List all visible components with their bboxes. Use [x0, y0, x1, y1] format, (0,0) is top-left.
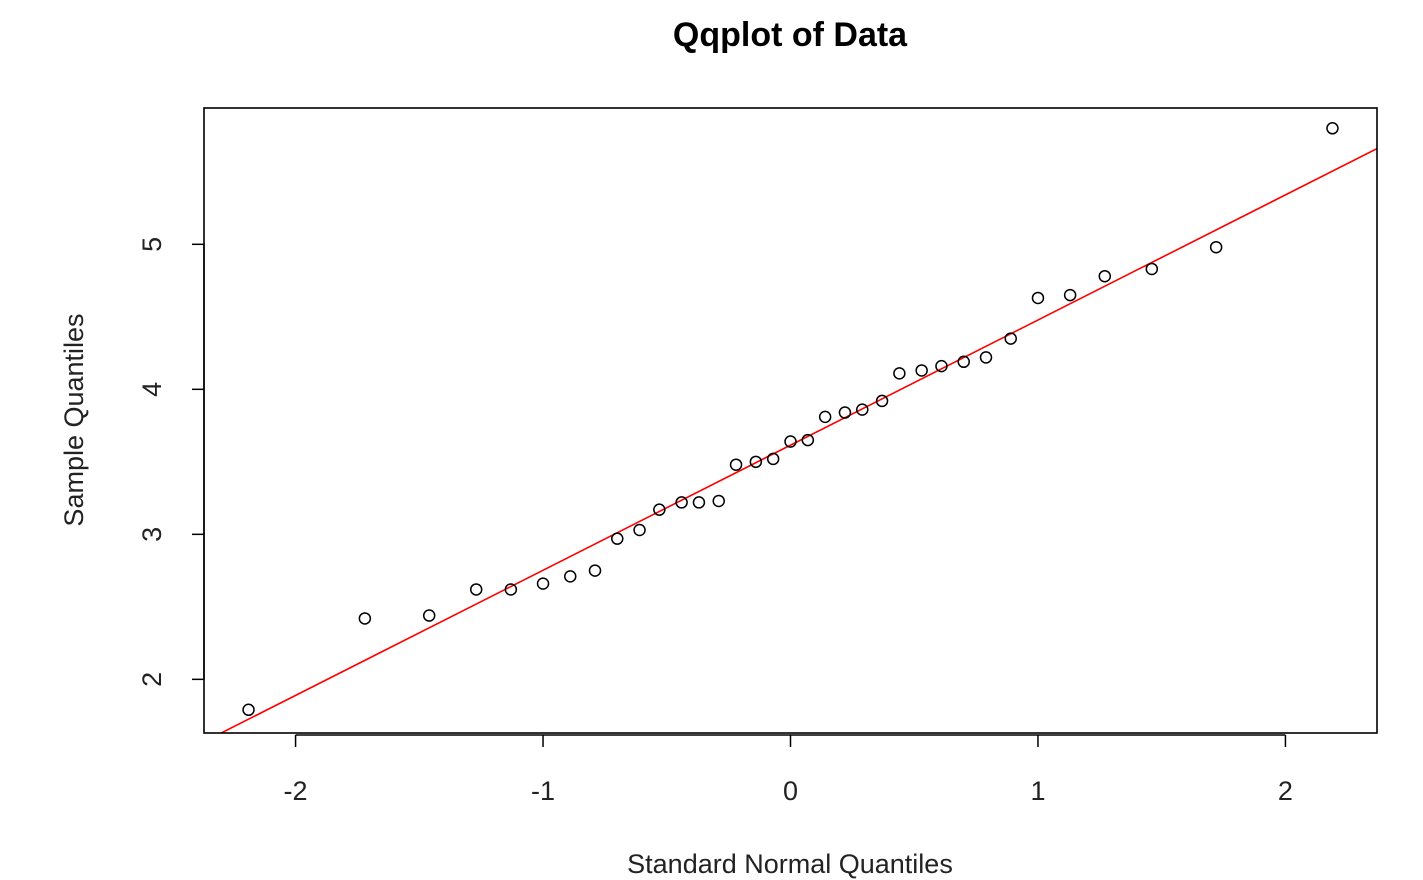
- x-tick-label: 1: [1030, 776, 1045, 806]
- data-point: [242, 703, 255, 717]
- x-tick-label: -2: [284, 776, 308, 806]
- reference-line: [219, 147, 1377, 733]
- data-point: [1098, 269, 1112, 283]
- chart-title: Qqplot of Data: [673, 16, 908, 54]
- data-point: [729, 458, 743, 471]
- y-axis-label: Sample Quantiles: [59, 313, 89, 526]
- data-point: [588, 564, 602, 577]
- data-point: [935, 359, 948, 373]
- data-point: [564, 570, 577, 583]
- data-point: [766, 452, 780, 466]
- x-tick-label: 0: [783, 776, 798, 806]
- y-tick-label: 4: [137, 382, 167, 397]
- data-point: [675, 496, 688, 509]
- data-point: [422, 609, 436, 622]
- data-point: [1326, 122, 1339, 135]
- data-point: [957, 355, 970, 369]
- data-point: [469, 583, 483, 596]
- data-point: [1063, 288, 1077, 302]
- plot-frame: [203, 107, 1378, 734]
- data-point: [875, 394, 889, 408]
- data-point: [611, 532, 624, 545]
- data-point: [784, 435, 797, 448]
- data-point: [749, 455, 763, 469]
- x-tick-label: 2: [1278, 776, 1293, 806]
- data-point: [653, 503, 666, 516]
- data-point: [1145, 262, 1159, 276]
- data-point: [915, 364, 928, 377]
- data-point: [979, 351, 993, 364]
- y-tick-label: 5: [137, 237, 167, 252]
- x-tick-label: -1: [531, 776, 555, 806]
- data-point: [1031, 291, 1045, 305]
- data-point: [1004, 332, 1017, 345]
- data-point: [818, 410, 832, 424]
- data-point: [856, 403, 869, 416]
- data-point: [504, 583, 518, 596]
- data-point: [358, 612, 372, 625]
- data-point: [633, 523, 646, 537]
- data-point: [712, 494, 725, 508]
- data-point: [893, 367, 906, 380]
- y-tick-label: 2: [137, 672, 167, 687]
- data-point: [838, 406, 852, 419]
- y-tick-label: 3: [137, 527, 167, 542]
- data-point: [692, 496, 706, 509]
- data-point: [801, 433, 815, 447]
- data-point: [536, 577, 550, 590]
- data-point: [1209, 240, 1223, 254]
- x-axis-label: Standard Normal Quantiles: [627, 849, 953, 879]
